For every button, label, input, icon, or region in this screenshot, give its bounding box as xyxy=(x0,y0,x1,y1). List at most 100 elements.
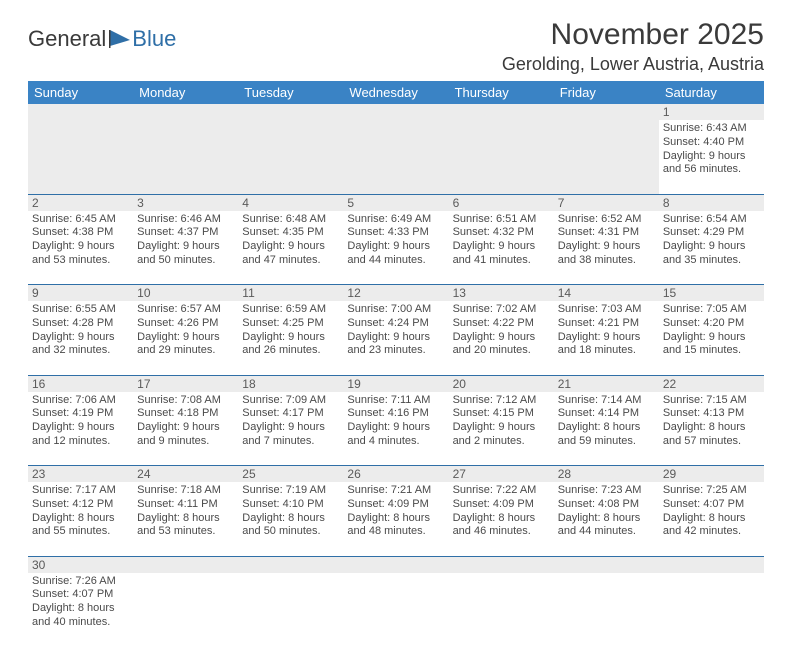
calendar-table: Sunday Monday Tuesday Wednesday Thursday… xyxy=(28,81,764,647)
day-number-cell: 27 xyxy=(449,466,554,483)
day-detail-cell: Sunrise: 6:46 AMSunset: 4:37 PMDaylight:… xyxy=(133,211,238,285)
day-detail-text: Sunrise: 7:06 AMSunset: 4:19 PMDaylight:… xyxy=(32,394,129,449)
day-detail-text: Sunrise: 7:14 AMSunset: 4:14 PMDaylight:… xyxy=(558,394,655,449)
day-number-cell xyxy=(238,556,343,573)
day-detail-cell: Sunrise: 6:51 AMSunset: 4:32 PMDaylight:… xyxy=(449,211,554,285)
detail-row: Sunrise: 6:43 AMSunset: 4:40 PMDaylight:… xyxy=(28,120,764,194)
day-detail-text: Sunrise: 7:15 AMSunset: 4:13 PMDaylight:… xyxy=(663,394,760,449)
day-detail-text: Sunrise: 6:59 AMSunset: 4:25 PMDaylight:… xyxy=(242,303,339,358)
title-block: November 2025 Gerolding, Lower Austria, … xyxy=(502,18,764,75)
day-detail-text: Sunrise: 7:00 AMSunset: 4:24 PMDaylight:… xyxy=(347,303,444,358)
day-detail-text: Sunrise: 7:03 AMSunset: 4:21 PMDaylight:… xyxy=(558,303,655,358)
day-number-cell: 23 xyxy=(28,466,133,483)
day-detail-cell xyxy=(133,120,238,194)
day-detail-text: Sunrise: 7:18 AMSunset: 4:11 PMDaylight:… xyxy=(137,484,234,539)
header: General Blue November 2025 Gerolding, Lo… xyxy=(28,18,764,75)
day-number-cell xyxy=(449,104,554,120)
day-detail-cell: Sunrise: 6:48 AMSunset: 4:35 PMDaylight:… xyxy=(238,211,343,285)
day-detail-cell: Sunrise: 7:21 AMSunset: 4:09 PMDaylight:… xyxy=(343,482,448,556)
day-number-cell: 24 xyxy=(133,466,238,483)
day-detail-text: Sunrise: 7:23 AMSunset: 4:08 PMDaylight:… xyxy=(558,484,655,539)
day-number-cell: 13 xyxy=(449,285,554,302)
day-number-cell: 18 xyxy=(238,375,343,392)
daynum-row: 16171819202122 xyxy=(28,375,764,392)
day-detail-cell: Sunrise: 7:22 AMSunset: 4:09 PMDaylight:… xyxy=(449,482,554,556)
day-number-cell: 10 xyxy=(133,285,238,302)
day-number-cell: 19 xyxy=(343,375,448,392)
day-detail-cell xyxy=(449,120,554,194)
day-detail-text: Sunrise: 6:57 AMSunset: 4:26 PMDaylight:… xyxy=(137,303,234,358)
detail-row: Sunrise: 7:06 AMSunset: 4:19 PMDaylight:… xyxy=(28,392,764,466)
weekday-header: Sunday xyxy=(28,81,133,104)
day-number-cell: 17 xyxy=(133,375,238,392)
day-detail-cell xyxy=(343,573,448,647)
day-number-cell xyxy=(133,556,238,573)
weekday-header: Saturday xyxy=(659,81,764,104)
detail-row: Sunrise: 6:55 AMSunset: 4:28 PMDaylight:… xyxy=(28,301,764,375)
month-title: November 2025 xyxy=(502,18,764,52)
day-number-cell: 20 xyxy=(449,375,554,392)
day-detail-cell xyxy=(659,573,764,647)
day-detail-cell xyxy=(238,573,343,647)
day-detail-cell xyxy=(554,573,659,647)
day-detail-cell: Sunrise: 6:57 AMSunset: 4:26 PMDaylight:… xyxy=(133,301,238,375)
daynum-row: 1 xyxy=(28,104,764,120)
weekday-header: Tuesday xyxy=(238,81,343,104)
logo: General Blue xyxy=(28,26,176,52)
day-detail-cell: Sunrise: 7:08 AMSunset: 4:18 PMDaylight:… xyxy=(133,392,238,466)
day-detail-cell xyxy=(449,573,554,647)
weekday-header: Monday xyxy=(133,81,238,104)
day-number-cell: 26 xyxy=(343,466,448,483)
day-detail-text: Sunrise: 7:02 AMSunset: 4:22 PMDaylight:… xyxy=(453,303,550,358)
day-detail-text: Sunrise: 6:48 AMSunset: 4:35 PMDaylight:… xyxy=(242,213,339,268)
day-number-cell xyxy=(133,104,238,120)
location: Gerolding, Lower Austria, Austria xyxy=(502,54,764,75)
day-detail-text: Sunrise: 7:08 AMSunset: 4:18 PMDaylight:… xyxy=(137,394,234,449)
day-number-cell: 8 xyxy=(659,194,764,211)
day-detail-text: Sunrise: 6:46 AMSunset: 4:37 PMDaylight:… xyxy=(137,213,234,268)
day-detail-cell: Sunrise: 7:12 AMSunset: 4:15 PMDaylight:… xyxy=(449,392,554,466)
day-detail-cell: Sunrise: 7:26 AMSunset: 4:07 PMDaylight:… xyxy=(28,573,133,647)
day-detail-text: Sunrise: 7:12 AMSunset: 4:15 PMDaylight:… xyxy=(453,394,550,449)
detail-row: Sunrise: 7:17 AMSunset: 4:12 PMDaylight:… xyxy=(28,482,764,556)
day-detail-cell: Sunrise: 7:25 AMSunset: 4:07 PMDaylight:… xyxy=(659,482,764,556)
day-number-cell: 2 xyxy=(28,194,133,211)
day-number-cell: 14 xyxy=(554,285,659,302)
day-number-cell: 9 xyxy=(28,285,133,302)
day-detail-text: Sunrise: 6:49 AMSunset: 4:33 PMDaylight:… xyxy=(347,213,444,268)
day-detail-cell: Sunrise: 7:06 AMSunset: 4:19 PMDaylight:… xyxy=(28,392,133,466)
day-number-cell: 5 xyxy=(343,194,448,211)
day-number-cell: 3 xyxy=(133,194,238,211)
day-number-cell xyxy=(343,104,448,120)
day-detail-cell: Sunrise: 7:19 AMSunset: 4:10 PMDaylight:… xyxy=(238,482,343,556)
weekday-header-row: Sunday Monday Tuesday Wednesday Thursday… xyxy=(28,81,764,104)
day-detail-text: Sunrise: 6:51 AMSunset: 4:32 PMDaylight:… xyxy=(453,213,550,268)
day-detail-cell: Sunrise: 7:14 AMSunset: 4:14 PMDaylight:… xyxy=(554,392,659,466)
daynum-row: 2345678 xyxy=(28,194,764,211)
day-detail-cell: Sunrise: 7:00 AMSunset: 4:24 PMDaylight:… xyxy=(343,301,448,375)
day-number-cell: 21 xyxy=(554,375,659,392)
day-number-cell: 6 xyxy=(449,194,554,211)
day-number-cell: 15 xyxy=(659,285,764,302)
logo-text-general: General xyxy=(28,26,106,52)
weekday-header: Wednesday xyxy=(343,81,448,104)
day-number-cell: 12 xyxy=(343,285,448,302)
day-number-cell: 7 xyxy=(554,194,659,211)
day-number-cell: 28 xyxy=(554,466,659,483)
logo-text-blue: Blue xyxy=(132,26,176,52)
day-number-cell xyxy=(343,556,448,573)
day-number-cell: 11 xyxy=(238,285,343,302)
day-detail-cell: Sunrise: 7:17 AMSunset: 4:12 PMDaylight:… xyxy=(28,482,133,556)
day-detail-cell: Sunrise: 7:23 AMSunset: 4:08 PMDaylight:… xyxy=(554,482,659,556)
day-detail-text: Sunrise: 7:25 AMSunset: 4:07 PMDaylight:… xyxy=(663,484,760,539)
day-number-cell xyxy=(238,104,343,120)
day-number-cell: 25 xyxy=(238,466,343,483)
day-detail-cell: Sunrise: 6:43 AMSunset: 4:40 PMDaylight:… xyxy=(659,120,764,194)
day-number-cell xyxy=(554,104,659,120)
day-detail-cell: Sunrise: 7:15 AMSunset: 4:13 PMDaylight:… xyxy=(659,392,764,466)
daynum-row: 30 xyxy=(28,556,764,573)
detail-row: Sunrise: 7:26 AMSunset: 4:07 PMDaylight:… xyxy=(28,573,764,647)
day-detail-text: Sunrise: 6:52 AMSunset: 4:31 PMDaylight:… xyxy=(558,213,655,268)
day-detail-cell: Sunrise: 7:18 AMSunset: 4:11 PMDaylight:… xyxy=(133,482,238,556)
day-detail-cell xyxy=(238,120,343,194)
